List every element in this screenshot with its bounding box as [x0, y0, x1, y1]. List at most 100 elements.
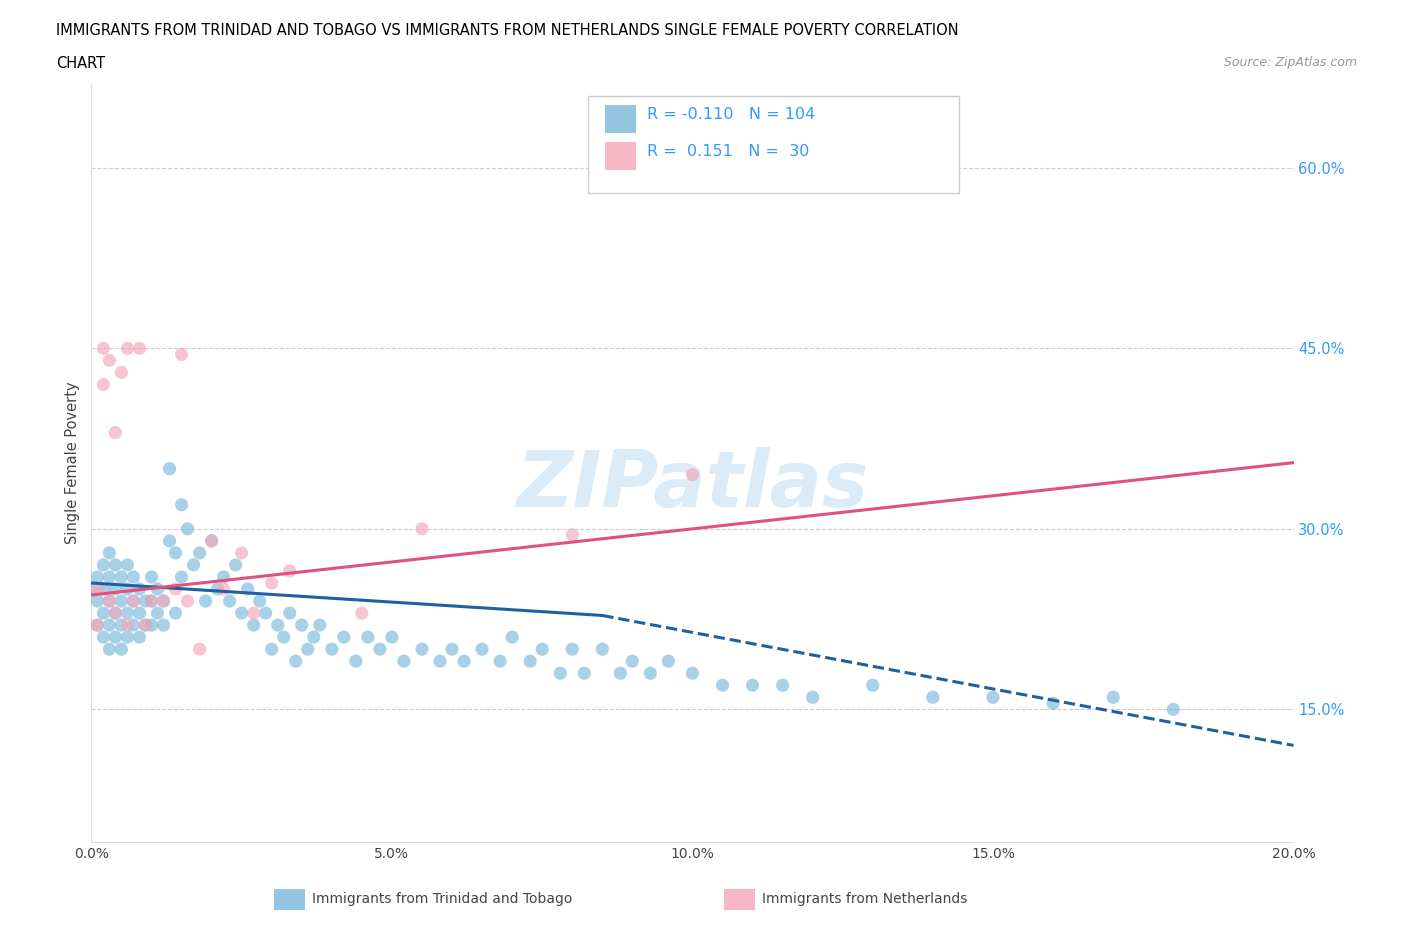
- Point: [110, 618, 132, 632]
- Point: [1102, 690, 1125, 705]
- Point: [86, 581, 108, 596]
- Point: [201, 534, 224, 549]
- Point: [152, 593, 174, 608]
- Point: [170, 347, 193, 362]
- Point: [98, 569, 121, 584]
- Point: [453, 654, 475, 669]
- Point: [609, 666, 631, 681]
- Point: [134, 618, 156, 632]
- Point: [302, 630, 325, 644]
- Point: [231, 546, 253, 561]
- Point: [981, 690, 1004, 705]
- Point: [104, 630, 127, 644]
- Point: [284, 654, 307, 669]
- Point: [440, 642, 463, 657]
- Point: [291, 618, 314, 632]
- Point: [183, 557, 205, 572]
- Point: [98, 546, 121, 561]
- Point: [801, 690, 824, 705]
- Text: Immigrants from Netherlands: Immigrants from Netherlands: [762, 892, 967, 907]
- Point: [411, 642, 433, 657]
- Text: CHART: CHART: [56, 56, 105, 71]
- Point: [176, 522, 198, 537]
- Point: [489, 654, 512, 669]
- Point: [862, 678, 884, 693]
- Point: [392, 654, 415, 669]
- Point: [170, 498, 193, 512]
- Point: [134, 618, 156, 632]
- Point: [128, 581, 150, 596]
- Point: [772, 678, 794, 693]
- Point: [141, 618, 163, 632]
- Y-axis label: Single Female Poverty: Single Female Poverty: [65, 381, 80, 544]
- Point: [110, 593, 132, 608]
- Point: [98, 593, 121, 608]
- Point: [212, 569, 235, 584]
- Point: [117, 341, 139, 356]
- Point: [350, 605, 373, 620]
- Point: [134, 593, 156, 608]
- Point: [159, 534, 181, 549]
- Point: [117, 630, 139, 644]
- Point: [333, 630, 356, 644]
- Point: [165, 546, 187, 561]
- Point: [621, 654, 644, 669]
- Point: [93, 557, 115, 572]
- Point: [922, 690, 945, 705]
- Point: [218, 593, 240, 608]
- Point: [93, 630, 115, 644]
- Point: [471, 642, 494, 657]
- Point: [236, 581, 259, 596]
- Point: [381, 630, 404, 644]
- Point: [297, 642, 319, 657]
- Point: [640, 666, 662, 681]
- Point: [561, 642, 583, 657]
- Point: [104, 581, 127, 596]
- Point: [98, 593, 121, 608]
- Point: [548, 666, 571, 681]
- Point: [128, 341, 150, 356]
- Point: [93, 581, 115, 596]
- Point: [93, 377, 115, 392]
- Point: [117, 618, 139, 632]
- Point: [225, 557, 247, 572]
- Point: [344, 654, 367, 669]
- Point: [110, 569, 132, 584]
- Point: [321, 642, 343, 657]
- Point: [429, 654, 451, 669]
- Point: [80, 581, 103, 596]
- Point: [242, 605, 264, 620]
- Point: [152, 593, 174, 608]
- Point: [122, 593, 145, 608]
- Point: [165, 605, 187, 620]
- Point: [273, 630, 295, 644]
- Point: [117, 581, 139, 596]
- Point: [1161, 702, 1184, 717]
- Point: [242, 618, 264, 632]
- Point: [98, 642, 121, 657]
- Point: [122, 593, 145, 608]
- Point: [128, 630, 150, 644]
- Point: [86, 593, 108, 608]
- Point: [117, 557, 139, 572]
- Point: [152, 618, 174, 632]
- Point: [561, 527, 583, 542]
- Point: [86, 569, 108, 584]
- Point: [501, 630, 523, 644]
- Point: [93, 605, 115, 620]
- Point: [368, 642, 391, 657]
- Point: [110, 365, 132, 379]
- Point: [574, 666, 596, 681]
- Point: [231, 605, 253, 620]
- Text: IMMIGRANTS FROM TRINIDAD AND TOBAGO VS IMMIGRANTS FROM NETHERLANDS SINGLE FEMALE: IMMIGRANTS FROM TRINIDAD AND TOBAGO VS I…: [56, 23, 959, 38]
- Point: [308, 618, 330, 632]
- Point: [146, 581, 169, 596]
- Point: [591, 642, 613, 657]
- Text: R = -0.110   N = 104: R = -0.110 N = 104: [647, 107, 815, 122]
- Point: [681, 666, 703, 681]
- Point: [104, 557, 127, 572]
- Point: [357, 630, 380, 644]
- Point: [104, 425, 127, 440]
- Point: [1042, 696, 1064, 711]
- Point: [411, 522, 433, 537]
